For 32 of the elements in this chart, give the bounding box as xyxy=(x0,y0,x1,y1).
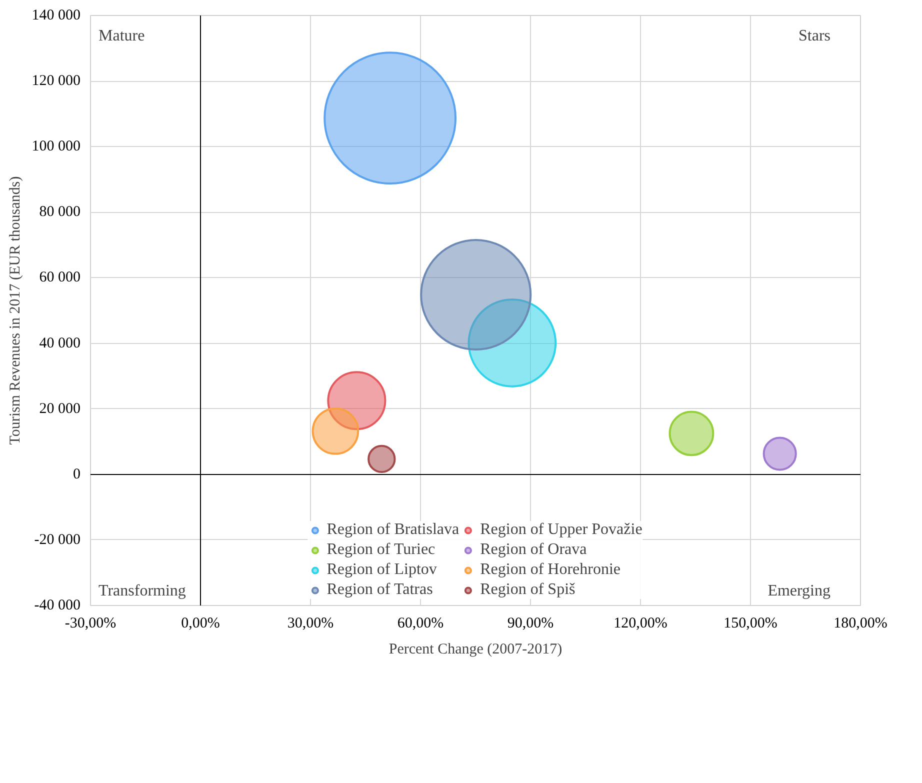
y-tick-label: 40 000 xyxy=(39,335,80,352)
annotation: Stars xyxy=(798,28,830,44)
y-tick-label: 0 xyxy=(73,466,80,482)
x-tick-label: 0,00% xyxy=(181,616,220,632)
y-tick-label: -20 000 xyxy=(34,532,81,548)
y-tick-label: 120 000 xyxy=(32,73,80,90)
legend-label: Region of Liptov xyxy=(326,561,437,579)
annotation: Mature xyxy=(98,28,145,44)
legend-label: Region of Tatras xyxy=(326,581,433,599)
y-tick-label: -40 000 xyxy=(34,598,81,614)
x-tick-label: 180,00% xyxy=(834,616,888,632)
x-tick-label: 30,00% xyxy=(287,616,334,632)
annotation: Transforming xyxy=(98,582,186,600)
annotation: Emerging xyxy=(768,582,831,600)
legend-label: Region of Turiec xyxy=(326,541,436,559)
y-tick-label: 80 000 xyxy=(39,204,80,220)
y-tick-label: 140 000 xyxy=(32,8,80,24)
y-axis-title: Tourism Revenues in 2017 (EUR thousands) xyxy=(8,176,24,445)
legend-label: Region of Upper Považie xyxy=(480,521,642,539)
legend-label: Region of Orava xyxy=(480,541,587,559)
legend-label: Region of Bratislava xyxy=(326,521,460,539)
x-tick-label: -30,00% xyxy=(64,616,116,632)
x-tick-label: 120,00% xyxy=(614,616,668,632)
x-tick-label: 150,00% xyxy=(724,616,778,632)
x-tick-label: 60,00% xyxy=(397,616,444,632)
legend-label: Region of Spiš xyxy=(480,581,576,599)
x-axis-title: Percent Change (2007-2017) xyxy=(388,642,562,658)
legend-label: Region of Horehronie xyxy=(480,561,621,579)
y-tick-label: 20 000 xyxy=(39,400,80,417)
y-tick-label: 60 000 xyxy=(39,270,80,286)
x-tick-label: 90,00% xyxy=(507,616,554,632)
y-tick-label: 100 000 xyxy=(32,138,80,155)
